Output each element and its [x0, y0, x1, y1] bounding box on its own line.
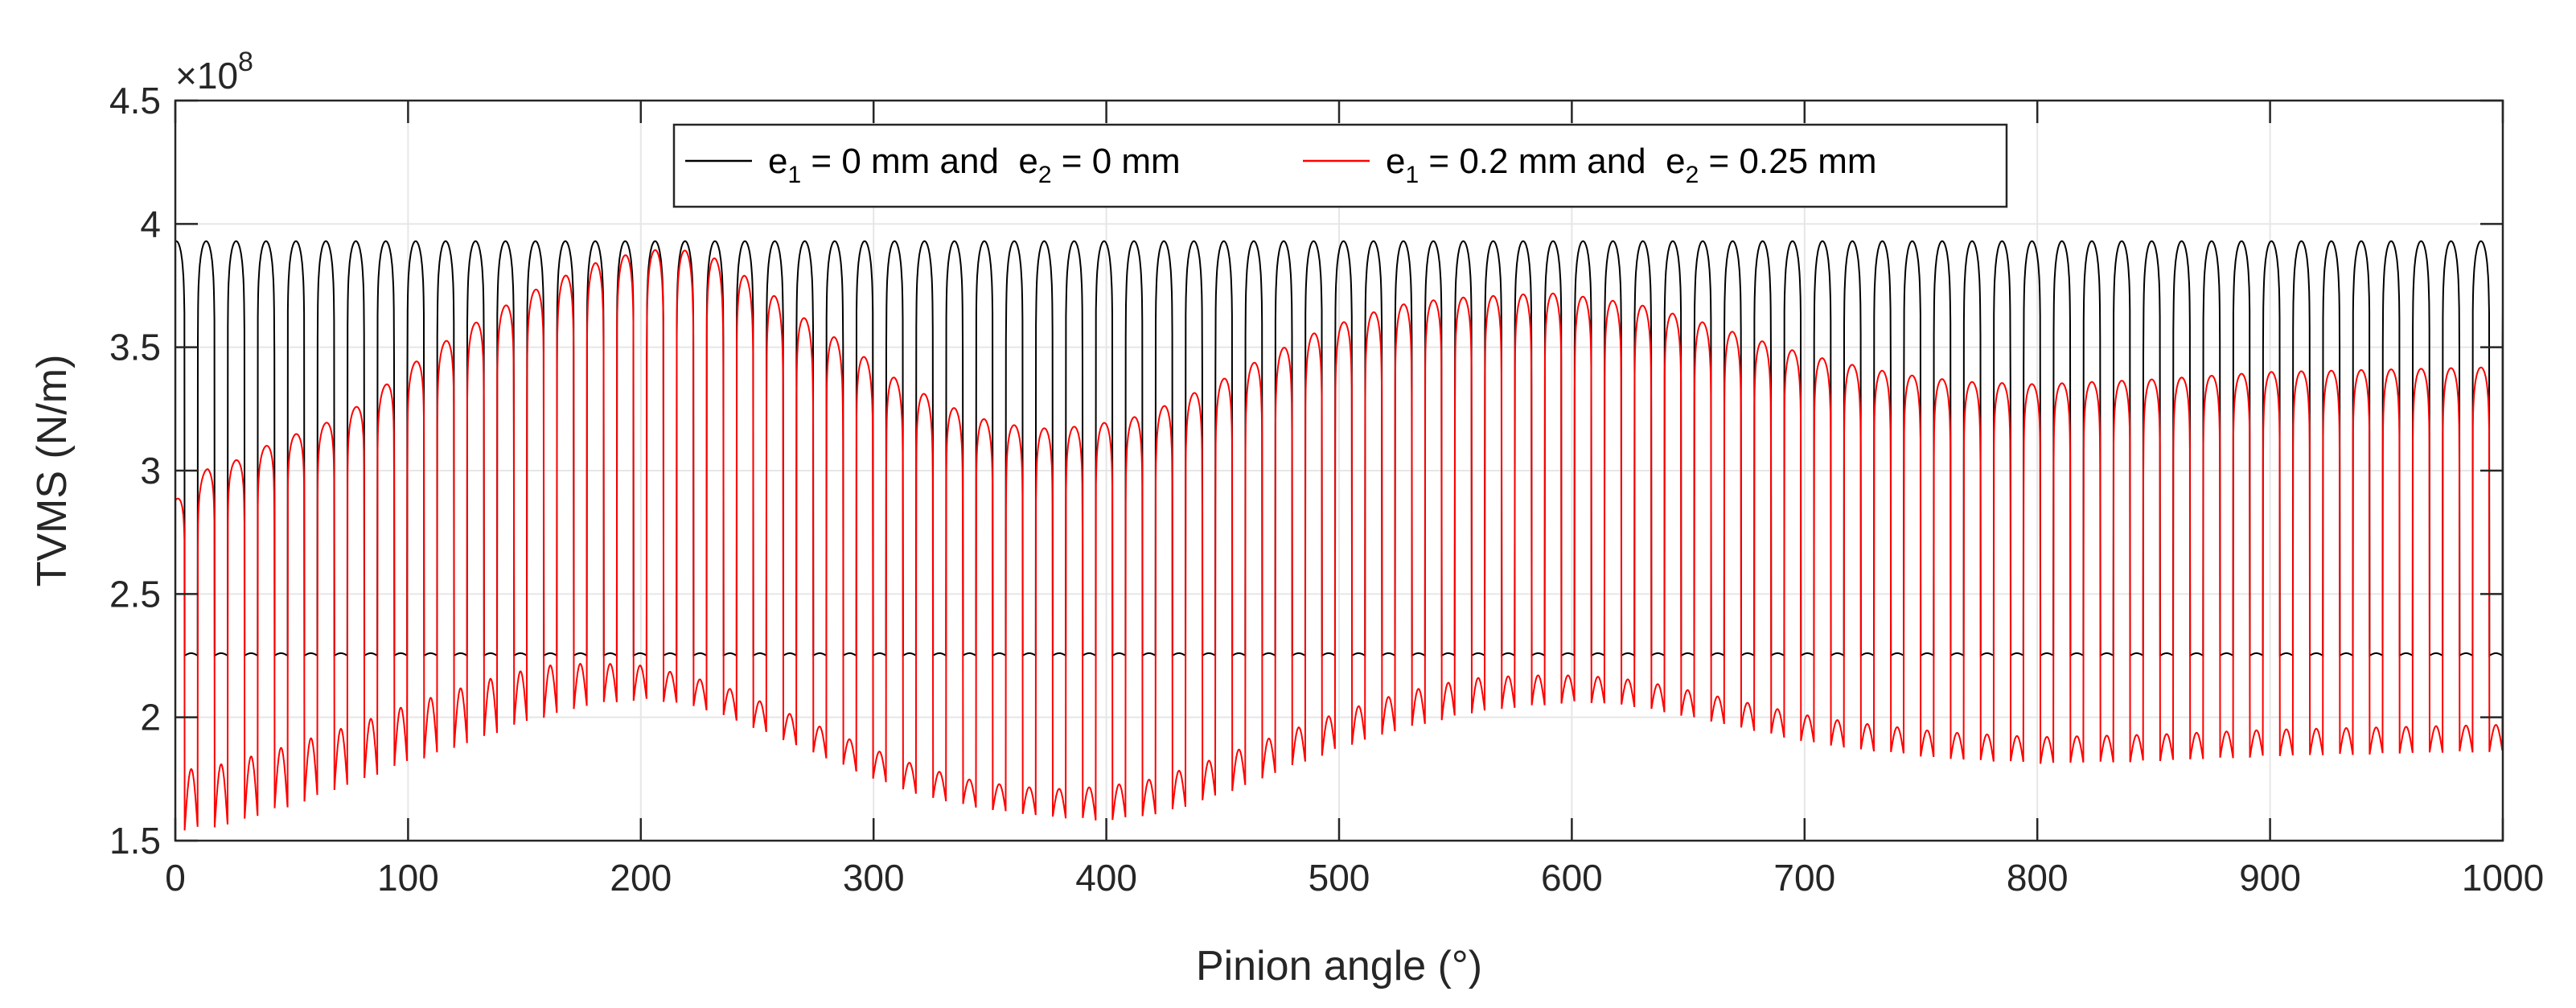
legend-label-ideal: e1 = 0 mm and e2 = 0 mm [768, 142, 1181, 188]
y-exponent-base: ×10 [175, 55, 238, 97]
series-lines [175, 240, 2504, 831]
y-exponent-power: 8 [238, 47, 253, 77]
x-axis-label: Pinion angle (°) [1196, 943, 1482, 989]
y-exponent: ×108 [175, 47, 253, 97]
x-tick-label: 400 [1075, 857, 1137, 899]
y-tick-label: 2 [140, 697, 161, 739]
series-line-ideal [175, 240, 2504, 657]
x-tick-label: 700 [1773, 857, 1835, 899]
x-tick-label: 500 [1309, 857, 1370, 899]
y-tick-label: 1.5 [109, 820, 161, 862]
legend-label-eccentric: e1 = 0.2 mm and e2 = 0.25 mm [1386, 142, 1877, 188]
x-tick-label: 300 [843, 857, 905, 899]
legend-box [672, 123, 2008, 208]
y-tick-label: 4 [140, 203, 161, 245]
x-tick-label: 200 [610, 857, 672, 899]
x-tick-label: 100 [377, 857, 439, 899]
y-axis-label: TVMS (N/m) [29, 355, 76, 587]
y-tick-label: 2.5 [109, 573, 161, 615]
x-tick-label: 1000 [2462, 857, 2544, 899]
axis-ticks: 0 100 200 300 400 500 600 700 800 900 1000 1.5 2 2.5 3… [109, 80, 2544, 899]
x-tick-label: 0 [165, 857, 186, 899]
x-tick-label: 600 [1541, 857, 1603, 899]
x-tick-label: 800 [2007, 857, 2069, 899]
legend: e1 = 0 mm and e2 = 0 mm e1 = 0.2 mm and … [672, 123, 2008, 208]
x-tick-label: 900 [2239, 857, 2301, 899]
y-tick-label: 4.5 [109, 80, 161, 121]
y-tick-label: 3 [140, 450, 161, 492]
y-tick-label: 3.5 [109, 327, 161, 368]
series-line-eccentric [175, 249, 2504, 831]
